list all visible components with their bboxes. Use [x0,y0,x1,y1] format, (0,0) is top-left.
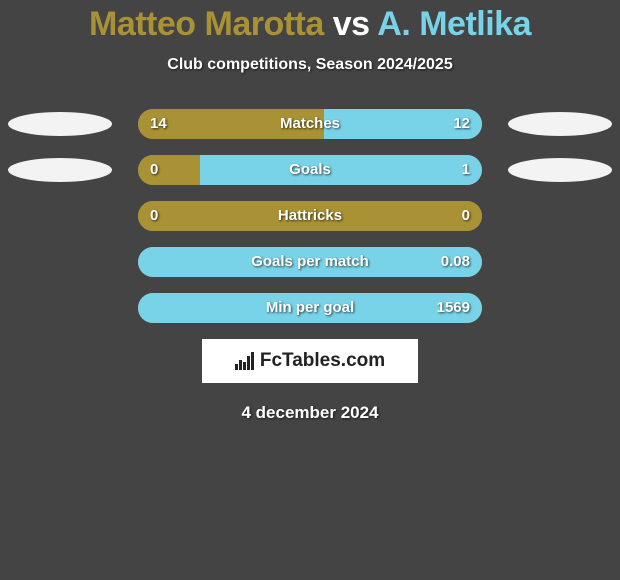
team-left-oval [8,158,112,182]
stat-row: 1412Matches [0,109,620,139]
stat-label: Matches [138,109,482,139]
vs-label: vs [333,5,370,43]
bar-track: 00Hattricks [138,201,482,231]
brand-text: FcTables.com [260,350,385,372]
comparison-widget: Matteo Marotta vs A. Metlika Club compet… [0,0,620,423]
stat-row: 1569Min per goal [0,293,620,323]
stat-row: 00Hattricks [0,201,620,231]
team-right-oval [508,158,612,182]
bar-track: 01Goals [138,155,482,185]
subtitle: Club competitions, Season 2024/2025 [0,56,620,74]
stat-label: Hattricks [138,201,482,231]
bar-track: 1412Matches [138,109,482,139]
bar-track: 1569Min per goal [138,293,482,323]
stat-row: 01Goals [0,155,620,185]
player2-name: A. Metlika [377,5,531,43]
brand-chart-icon [235,352,254,370]
stat-label: Goals [138,155,482,185]
team-left-oval [8,112,112,136]
player1-name: Matteo Marotta [89,5,324,43]
page-title: Matteo Marotta vs A. Metlika [0,5,620,44]
stats-rows: 1412Matches 01Goals 00Hattricks 0.08Goals p… [0,109,620,323]
stat-row: 0.08Goals per match [0,247,620,277]
date-label: 4 december 2024 [0,403,620,423]
stat-label: Goals per match [138,247,482,277]
bar-track: 0.08Goals per match [138,247,482,277]
brand-box[interactable]: FcTables.com [202,339,418,383]
stat-label: Min per goal [138,293,482,323]
team-right-oval [508,112,612,136]
